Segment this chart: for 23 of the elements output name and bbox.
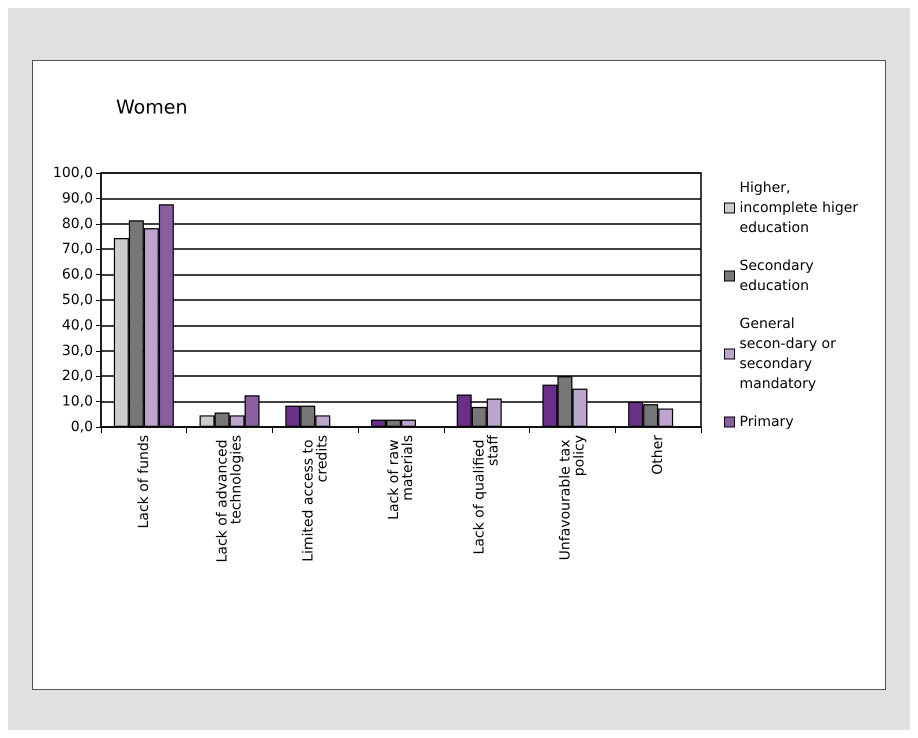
chart-title: Women	[116, 96, 188, 118]
x-tick-label: Unfavourable tax policy	[557, 435, 588, 560]
y-tick-label: 20,0	[62, 368, 93, 384]
y-tick-label: 40,0	[62, 317, 93, 334]
x-tick-label: Lack of funds	[136, 435, 152, 528]
y-tick-label: 10,0	[62, 394, 93, 410]
legend-label: General secon-dary or secondary mandatory	[740, 316, 840, 392]
x-tick-label: Lack of qualified staff	[472, 434, 502, 554]
y-tick-label: 100,0	[52, 165, 93, 181]
y-tick-label: 50,0	[62, 292, 93, 308]
legend-label: Primary	[740, 414, 794, 430]
x-tick-label: Limited access to credits	[300, 435, 330, 562]
y-tick-label: 60,0	[62, 266, 93, 283]
y-tick-label: 0,0	[70, 419, 93, 435]
y-tick-label: 80,0	[62, 216, 93, 232]
x-tick-label: Other	[650, 434, 666, 475]
legend-label: Higher, incomplete higer education	[740, 180, 863, 236]
y-tick-label: 90,0	[62, 190, 93, 206]
x-tick-label: Lack of raw materials	[386, 435, 416, 520]
x-tick-label: Lack of advanced technologies	[214, 435, 245, 562]
legend-label: Secondary education	[740, 258, 818, 294]
y-tick-label: 30,0	[62, 342, 93, 359]
y-tick-label: 70,0	[62, 241, 93, 258]
